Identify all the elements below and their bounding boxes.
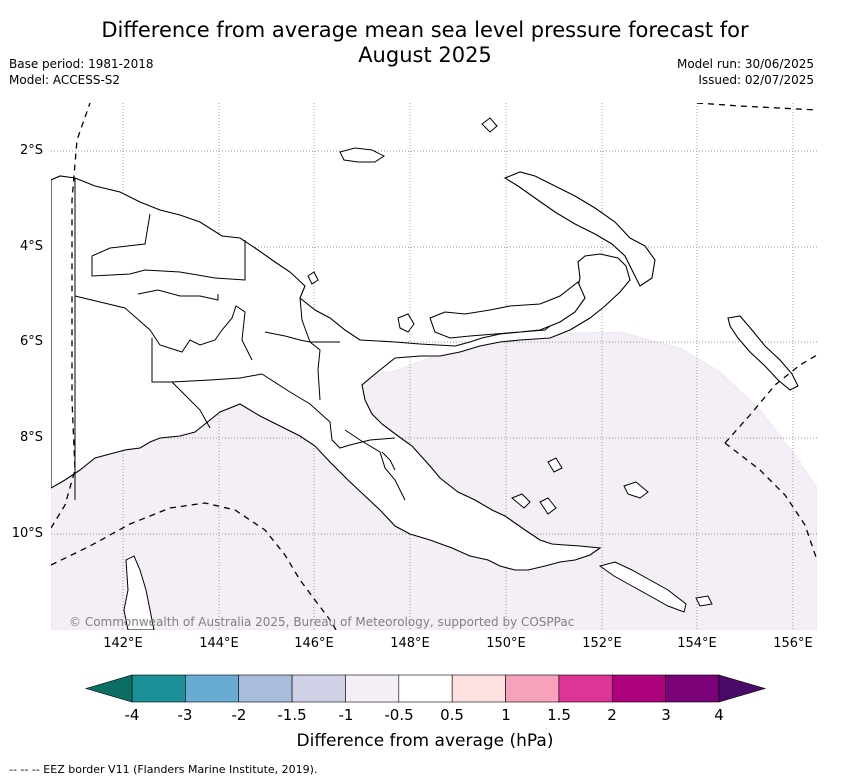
colorbar-title: Difference from average (hPa) xyxy=(296,731,554,751)
cape-york-coast xyxy=(123,555,155,630)
eez-legend: -- -- -- EEZ border V11 (Flanders Marine… xyxy=(9,763,318,776)
lat-label-2s: 2°S xyxy=(19,143,43,158)
colorbar-bin xyxy=(558,674,613,703)
colorbar-bin xyxy=(131,674,186,703)
new-britain-island xyxy=(503,171,656,287)
map-title: Difference from average mean sea level p… xyxy=(0,18,850,68)
colorbar-label: -4 xyxy=(124,706,140,724)
lon-label-150e: 150°E xyxy=(486,636,526,651)
colorbar-label: 4 xyxy=(714,706,724,724)
colorbar-over-arrow xyxy=(718,674,767,703)
meta-right: Model run: 30/06/2025 Issued: 02/07/2025 xyxy=(677,56,814,88)
colorbar-under-arrow xyxy=(84,674,133,703)
colorbar-label: -0.5 xyxy=(384,706,414,724)
issued-date: Issued: 02/07/2025 xyxy=(698,73,814,87)
colorbar-bin xyxy=(398,674,453,703)
colorbar-label: 3 xyxy=(661,706,671,724)
lon-label-146e: 146°E xyxy=(294,636,334,651)
lat-label-8s: 8°S xyxy=(19,430,43,445)
title-line-1: Difference from average mean sea level p… xyxy=(101,18,749,42)
model-name: Model: ACCESS-S2 xyxy=(9,73,121,87)
colorbar-label: 1.5 xyxy=(547,706,571,724)
colorbar-label: 1 xyxy=(501,706,511,724)
colorbar-label: 2 xyxy=(607,706,617,724)
colorbar-bin xyxy=(611,674,666,703)
lon-label-154e: 154°E xyxy=(677,636,717,651)
map-frame xyxy=(51,103,817,630)
lon-label-152e: 152°E xyxy=(582,636,622,651)
lat-label-4s: 4°S xyxy=(19,239,43,254)
colorbar-bin xyxy=(505,674,560,703)
colorbar-label: -3 xyxy=(177,706,193,724)
eez-border xyxy=(51,103,817,630)
lat-label-10s: 10°S xyxy=(11,526,43,541)
new-ireland-south xyxy=(429,281,586,339)
meta-left: Base period: 1981-2018 Model: ACCESS-S2 xyxy=(9,56,154,88)
colorbar-bin xyxy=(238,674,293,703)
colorbar-label: -1 xyxy=(338,706,354,724)
d-entrecasteaux-islands xyxy=(511,457,563,515)
colorbar-bin xyxy=(185,674,240,703)
colorbar-label: -2 xyxy=(231,706,247,724)
title-line-2: August 2025 xyxy=(358,43,492,67)
lon-label-148e: 148°E xyxy=(390,636,430,651)
colorbar-label: 0.5 xyxy=(440,706,464,724)
colorbar-bin xyxy=(291,674,346,703)
lon-label-156e: 156°E xyxy=(773,636,813,651)
colorbar-bin xyxy=(451,674,506,703)
colorbar xyxy=(84,674,767,703)
province-boundaries xyxy=(74,178,406,501)
lon-label-144e: 144°E xyxy=(199,636,239,651)
small-islands-north xyxy=(307,117,498,333)
gridlines xyxy=(51,103,817,630)
model-run: Model run: 30/06/2025 xyxy=(676,57,814,71)
colorbar-label: -1.5 xyxy=(277,706,307,724)
copyright-notice: © Commonwealth of Australia 2025, Bureau… xyxy=(69,615,575,629)
lon-label-142e: 142°E xyxy=(103,636,143,651)
manus-island xyxy=(339,147,385,163)
colorbar-bin xyxy=(665,674,720,703)
colorbar-bin xyxy=(345,674,400,703)
louisiade-archipelago xyxy=(598,481,713,613)
bougainville-island xyxy=(727,315,799,391)
lat-label-6s: 6°S xyxy=(19,334,43,349)
base-period: Base period: 1981-2018 xyxy=(9,57,154,71)
